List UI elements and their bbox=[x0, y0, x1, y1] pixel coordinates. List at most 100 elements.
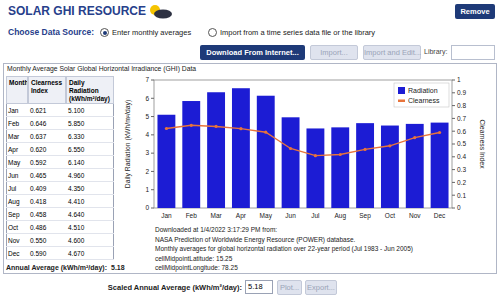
annual-average-value: 5.18 bbox=[111, 264, 125, 271]
table-cell[interactable]: 4.350 bbox=[66, 182, 114, 195]
y2-tick bbox=[452, 118, 455, 119]
legend-box bbox=[394, 83, 449, 107]
sun-icon bbox=[145, 2, 175, 20]
table-cell[interactable]: 0.621 bbox=[28, 104, 66, 117]
bar bbox=[257, 96, 275, 208]
y-tick-label: 1 bbox=[145, 186, 149, 193]
y-tick bbox=[151, 171, 154, 172]
table-cell: Oct bbox=[6, 221, 28, 234]
marker bbox=[314, 154, 317, 157]
marker bbox=[339, 153, 342, 156]
y2-tick-label: 0.3 bbox=[457, 166, 466, 173]
table-cell: May bbox=[6, 156, 28, 169]
bottom-button[interactable]: Plot... bbox=[277, 280, 302, 295]
toolbar-button[interactable]: Download From Internet... bbox=[200, 45, 305, 60]
bar bbox=[356, 123, 374, 208]
y2-tick-label: 1 bbox=[457, 76, 461, 83]
library-label: Library: bbox=[424, 48, 447, 55]
marker bbox=[363, 148, 366, 151]
y2-tick-label: 0 bbox=[457, 204, 461, 211]
bar bbox=[431, 123, 449, 208]
y2-tick-label: 0.2 bbox=[457, 179, 466, 186]
marker bbox=[214, 125, 217, 128]
y-tick-label: 6 bbox=[145, 95, 149, 102]
radio-dot bbox=[103, 31, 107, 35]
table-cell[interactable]: 4.410 bbox=[66, 195, 114, 208]
marker bbox=[289, 147, 292, 150]
y-tick bbox=[151, 208, 154, 209]
panel-title: Monthly Average Solar Global Horizontal … bbox=[6, 65, 197, 72]
table-cell[interactable]: 5.850 bbox=[66, 117, 114, 130]
table-cell: Feb bbox=[6, 117, 28, 130]
table-cell[interactable]: 0.592 bbox=[28, 156, 66, 169]
table-cell[interactable]: 0.486 bbox=[28, 221, 66, 234]
toolbar-button[interactable]: Import and Edit... bbox=[363, 45, 421, 60]
table-cell[interactable]: 0.646 bbox=[28, 117, 66, 130]
y-tick bbox=[151, 189, 154, 190]
table-cell[interactable]: 4.510 bbox=[66, 221, 114, 234]
library-dropdown[interactable] bbox=[451, 45, 495, 60]
table-cell: Jul bbox=[6, 182, 28, 195]
y-tick bbox=[151, 134, 154, 135]
table-cell[interactable]: 6.550 bbox=[66, 143, 114, 156]
y2-tick bbox=[452, 92, 455, 93]
table-header: Daily Radiation (kWh/m²/day) bbox=[66, 76, 114, 104]
remove-button[interactable]: Remove bbox=[455, 4, 495, 19]
legend-swatch bbox=[398, 100, 405, 103]
y2-axis-label: Clearness Index bbox=[479, 119, 486, 169]
plot-frame bbox=[154, 80, 452, 208]
legend-label: Radiation bbox=[408, 87, 438, 94]
marker bbox=[413, 136, 416, 139]
table-cell: Jun bbox=[6, 169, 28, 182]
table-cell: Nov bbox=[6, 234, 28, 247]
table-cell[interactable]: 0.637 bbox=[28, 130, 66, 143]
table-cell[interactable]: 0.418 bbox=[28, 195, 66, 208]
radio-label: Import from a time series data file or t… bbox=[220, 28, 375, 37]
y-tick-label: 5 bbox=[145, 113, 149, 120]
table-cell[interactable]: 4.670 bbox=[66, 247, 114, 260]
table-cell[interactable]: 0.590 bbox=[28, 247, 66, 260]
table-cell[interactable]: 4.960 bbox=[66, 169, 114, 182]
table-cell[interactable]: 0.550 bbox=[28, 234, 66, 247]
table-cell[interactable]: 4.600 bbox=[66, 234, 114, 247]
x-tick-label: Feb bbox=[186, 212, 198, 219]
table-cell[interactable]: 6.330 bbox=[66, 130, 114, 143]
table-cell: Dec bbox=[6, 247, 28, 260]
toolbar-button[interactable]: Import... bbox=[310, 45, 358, 60]
table-cell[interactable]: 0.409 bbox=[28, 182, 66, 195]
y-tick bbox=[151, 98, 154, 99]
table-cell[interactable]: 4.640 bbox=[66, 208, 114, 221]
y-tick-label: 7 bbox=[145, 76, 149, 83]
line bbox=[166, 125, 439, 155]
y2-tick bbox=[452, 105, 455, 106]
y2-tick-label: 0.1 bbox=[457, 192, 466, 199]
y2-tick bbox=[452, 156, 455, 157]
y-tick bbox=[151, 80, 154, 81]
table-cell[interactable]: 5.100 bbox=[66, 104, 114, 117]
x-tick-label: Apr bbox=[236, 212, 247, 220]
x-tick-label: Sep bbox=[359, 212, 371, 220]
annual-average-label: Annual Average (kWh/m²/day): bbox=[6, 264, 107, 271]
scaled-input[interactable]: 5.18 bbox=[245, 280, 273, 294]
table-cell: Apr bbox=[6, 143, 28, 156]
y2-tick-label: 0.7 bbox=[457, 115, 466, 122]
note-line: Monthly averages for global horizontal r… bbox=[155, 245, 413, 252]
y2-tick-label: 0.4 bbox=[457, 153, 466, 160]
x-tick-label: Oct bbox=[385, 212, 395, 219]
bar bbox=[306, 128, 324, 208]
chart: 01234567Daily Radiation (kWh/m²/day)00.1… bbox=[118, 72, 496, 225]
marker bbox=[190, 124, 193, 127]
table-cell[interactable]: 0.458 bbox=[28, 208, 66, 221]
y2-tick bbox=[452, 144, 455, 145]
bar bbox=[157, 115, 175, 208]
bottom-button[interactable]: Export... bbox=[305, 280, 337, 295]
bar bbox=[182, 101, 200, 208]
marker bbox=[438, 131, 441, 134]
table-cell[interactable]: 0.465 bbox=[28, 169, 66, 182]
radio-button[interactable] bbox=[208, 28, 217, 37]
table-cell: Aug bbox=[6, 195, 28, 208]
radio-button[interactable] bbox=[100, 28, 109, 37]
table-cell[interactable]: 6.140 bbox=[66, 156, 114, 169]
table-cell[interactable]: 0.620 bbox=[28, 143, 66, 156]
y2-tick bbox=[452, 169, 455, 170]
